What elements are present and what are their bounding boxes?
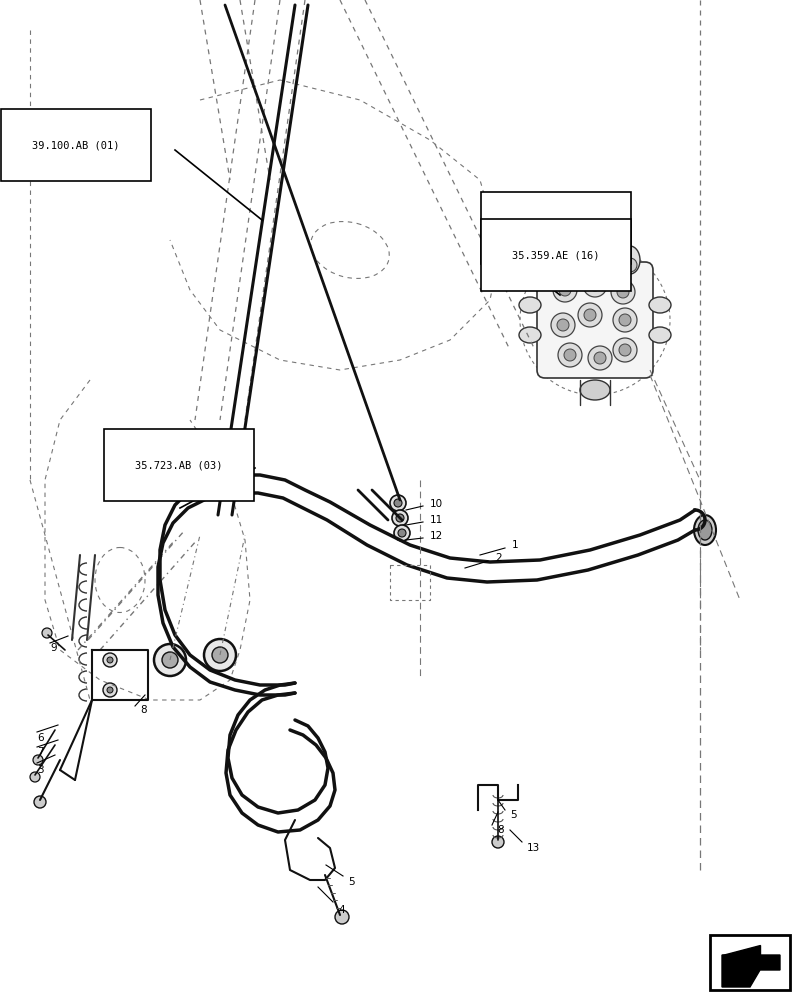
Ellipse shape xyxy=(594,238,614,266)
Circle shape xyxy=(612,338,636,362)
Circle shape xyxy=(397,529,406,537)
Circle shape xyxy=(212,647,228,663)
Ellipse shape xyxy=(648,327,670,343)
Circle shape xyxy=(162,652,178,668)
Circle shape xyxy=(618,314,630,326)
FancyBboxPatch shape xyxy=(536,262,652,378)
Circle shape xyxy=(204,639,236,671)
Text: 2: 2 xyxy=(495,553,501,563)
Circle shape xyxy=(582,273,607,297)
Circle shape xyxy=(557,343,581,367)
Circle shape xyxy=(33,755,43,765)
Text: 8: 8 xyxy=(139,705,147,715)
Circle shape xyxy=(594,352,605,364)
Ellipse shape xyxy=(697,520,711,540)
Text: 35.359.AE (16): 35.359.AE (16) xyxy=(512,250,599,260)
Circle shape xyxy=(389,495,406,511)
Circle shape xyxy=(597,250,611,264)
Circle shape xyxy=(154,644,186,676)
Circle shape xyxy=(610,280,634,304)
Text: 39.100.AB (01): 39.100.AB (01) xyxy=(32,140,119,150)
Circle shape xyxy=(568,253,581,267)
Circle shape xyxy=(396,514,404,522)
Circle shape xyxy=(551,313,574,337)
Ellipse shape xyxy=(648,297,670,313)
Circle shape xyxy=(552,278,577,302)
Circle shape xyxy=(612,308,636,332)
Circle shape xyxy=(564,349,575,361)
Text: 1: 1 xyxy=(512,540,518,550)
Ellipse shape xyxy=(518,327,540,343)
Circle shape xyxy=(335,910,349,924)
Circle shape xyxy=(42,628,52,638)
Polygon shape xyxy=(721,955,779,987)
Ellipse shape xyxy=(518,297,540,313)
Circle shape xyxy=(618,344,630,356)
Ellipse shape xyxy=(693,515,715,545)
Text: 10: 10 xyxy=(430,499,443,509)
Ellipse shape xyxy=(620,246,639,274)
Text: 12: 12 xyxy=(430,531,443,541)
Circle shape xyxy=(587,346,611,370)
Bar xyxy=(709,935,789,990)
Text: 5: 5 xyxy=(509,810,516,820)
Circle shape xyxy=(393,499,401,507)
Text: 7: 7 xyxy=(37,747,44,757)
Circle shape xyxy=(393,525,410,541)
Circle shape xyxy=(577,303,601,327)
Circle shape xyxy=(583,309,595,321)
Text: 5: 5 xyxy=(348,877,354,887)
Text: 4: 4 xyxy=(337,905,344,915)
Ellipse shape xyxy=(564,241,584,269)
Circle shape xyxy=(34,796,46,808)
Circle shape xyxy=(392,510,407,526)
Text: 35.723.AB (03): 35.723.AB (03) xyxy=(135,460,222,470)
Text: 3: 3 xyxy=(37,765,44,775)
Text: 35.359.AB (28): 35.359.AB (28) xyxy=(512,223,599,233)
Circle shape xyxy=(588,279,600,291)
Circle shape xyxy=(558,284,570,296)
Circle shape xyxy=(103,683,117,697)
Circle shape xyxy=(103,653,117,667)
Text: 9: 9 xyxy=(50,643,57,653)
Circle shape xyxy=(107,687,113,693)
Text: 6: 6 xyxy=(37,733,44,743)
Text: 8: 8 xyxy=(496,825,503,835)
Ellipse shape xyxy=(579,380,609,400)
Circle shape xyxy=(30,772,40,782)
Circle shape xyxy=(491,836,504,848)
Circle shape xyxy=(616,286,629,298)
Text: 13: 13 xyxy=(526,843,539,853)
Circle shape xyxy=(622,258,636,272)
Text: 11: 11 xyxy=(430,515,443,525)
Circle shape xyxy=(556,319,569,331)
Circle shape xyxy=(107,657,113,663)
Polygon shape xyxy=(721,945,759,955)
